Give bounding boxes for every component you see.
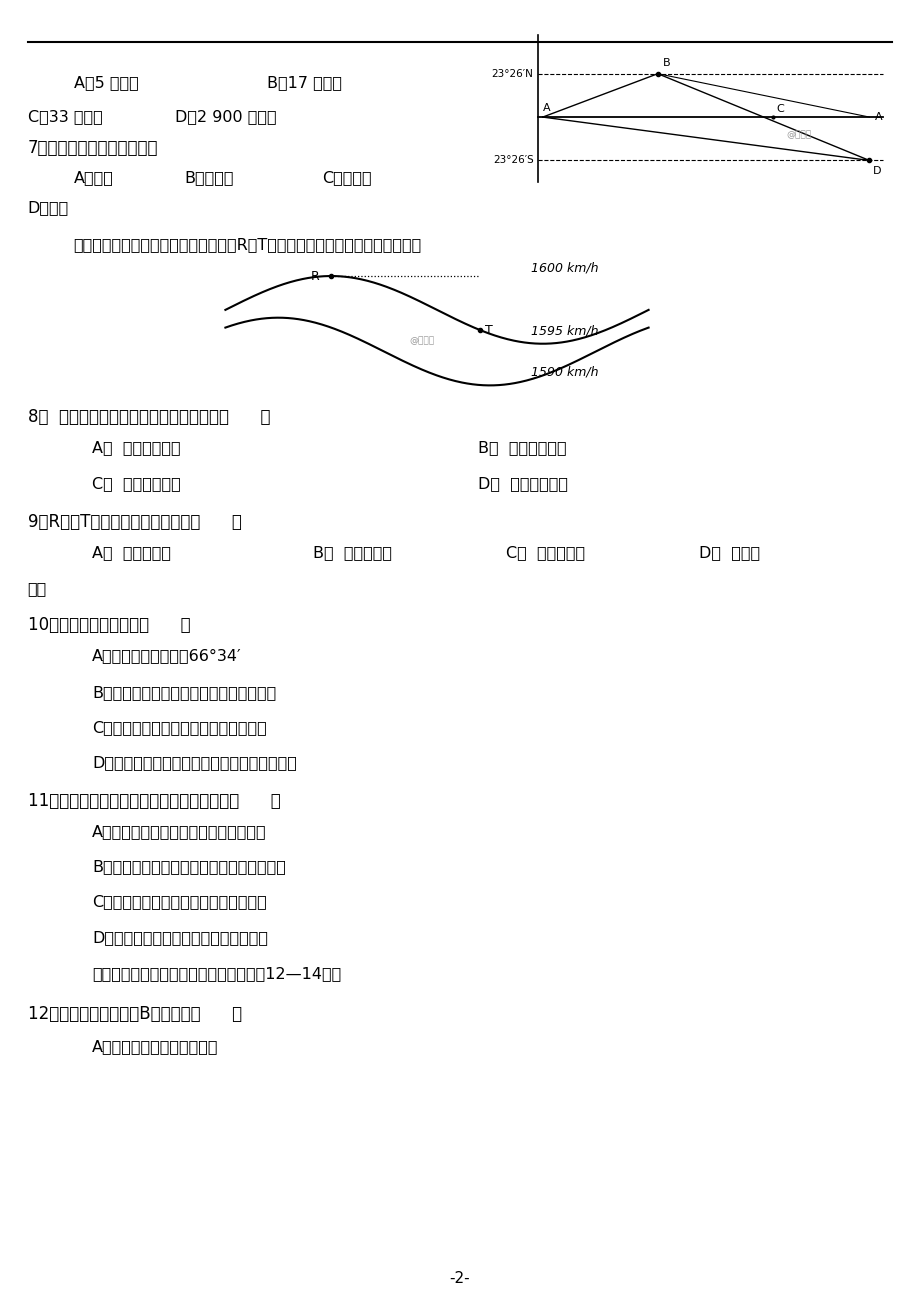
Text: B: B <box>662 59 669 69</box>
Text: C．  南半球中纬度: C． 南半球中纬度 <box>92 477 180 492</box>
Text: B．  山脉，盆地: B． 山脉，盆地 <box>312 546 391 561</box>
Text: D．2 900 千米处: D．2 900 千米处 <box>175 109 276 125</box>
Text: B．黄赤交角的大小在不同的年份变化很大: B．黄赤交角的大小在不同的年份变化很大 <box>92 685 276 700</box>
Text: @正确云: @正确云 <box>409 337 434 345</box>
Text: 7．一般认为岩浆的发源地为: 7．一般认为岩浆的发源地为 <box>28 139 158 158</box>
Text: C．软流层: C．软流层 <box>322 171 371 186</box>
Text: 盆地: 盆地 <box>28 581 47 596</box>
Text: C．  盆地，山脉: C． 盆地，山脉 <box>505 546 584 561</box>
Text: A．热带、寒带范围扩大，温带范围缩小: A．热带、寒带范围扩大，温带范围缩小 <box>92 824 267 840</box>
Text: 23°26′N: 23°26′N <box>491 69 533 78</box>
Text: 下图是「地球自转等线速度示意图」，R、T在同一纬线上。据此回答以下各题。: 下图是「地球自转等线速度示意图」，R、T在同一纬线上。据此回答以下各题。 <box>74 237 422 253</box>
Text: -2-: -2- <box>449 1271 470 1286</box>
Text: D．黄赤交角度数与南北回归线的度数是一致的: D．黄赤交角度数与南北回归线的度数是一致的 <box>92 755 297 771</box>
Text: 1600 km/h: 1600 km/h <box>530 262 597 275</box>
Text: C．33 千米处: C．33 千米处 <box>28 109 102 125</box>
Text: C: C <box>776 104 783 115</box>
Text: D．  北半球高纬度: D． 北半球高纬度 <box>478 477 568 492</box>
Text: B．下地幔: B．下地幔 <box>184 171 233 186</box>
Text: A．5 千米处: A．5 千米处 <box>74 76 138 91</box>
Text: 10．下列说法正确的是（      ）: 10．下列说法正确的是（ ） <box>28 616 190 634</box>
Text: A．亚洲大部分地区为冬半年: A．亚洲大部分地区为冬半年 <box>92 1039 219 1055</box>
Text: C．热带、温带范围扩大，寒带范围缩小: C．热带、温带范围扩大，寒带范围缩小 <box>92 894 267 910</box>
Text: T: T <box>485 323 493 336</box>
Text: B．  南半球低纬度: B． 南半球低纬度 <box>478 440 566 456</box>
Text: R: R <box>311 270 320 283</box>
Text: B．17 千米处: B．17 千米处 <box>267 76 342 91</box>
Text: 8．  该区域所在的半球位置和纬度位置是（      ）: 8． 该区域所在的半球位置和纬度位置是（ ） <box>28 408 270 426</box>
Text: C．地轴与黄道平面的交角就是黄赤交角: C．地轴与黄道平面的交角就是黄赤交角 <box>92 720 267 736</box>
Text: 23°26′S: 23°26′S <box>493 155 533 165</box>
Text: 1595 km/h: 1595 km/h <box>530 324 597 337</box>
Text: D．  谷地，: D． 谷地， <box>698 546 759 561</box>
Text: D．温带范围扩大，热带、寒带范围缩小: D．温带范围扩大，热带、寒带范围缩小 <box>92 930 267 945</box>
Text: B．寒带、温带、热带三带分界线的纬度增高: B．寒带、温带、热带三带分界线的纬度增高 <box>92 859 286 875</box>
Text: 12．当太阳直射点位于B点这一天（      ）: 12．当太阳直射点位于B点这一天（ ） <box>28 1005 242 1023</box>
Text: 读右面太阳直射点周年变化示意图，回答12—14题。: 读右面太阳直射点周年变化示意图，回答12—14题。 <box>92 966 341 982</box>
Text: @正确云: @正确云 <box>786 130 811 139</box>
Text: D．外核: D．外核 <box>28 201 69 216</box>
Text: 11．若黄赤交角变小时，下列说法正确的是（      ）: 11．若黄赤交角变小时，下列说法正确的是（ ） <box>28 792 280 810</box>
Text: A．  北半球中纬度: A． 北半球中纬度 <box>92 440 180 456</box>
Text: 9．R点，T点地形最有可能分别是（      ）: 9．R点，T点地形最有可能分别是（ ） <box>28 513 241 531</box>
Text: D: D <box>872 165 880 176</box>
Text: A．地壳: A．地壳 <box>74 171 113 186</box>
Text: A: A <box>874 112 881 122</box>
Text: 1590 km/h: 1590 km/h <box>530 366 597 379</box>
Text: A: A <box>542 103 550 113</box>
Text: A．目前的黄赤交角是66°34′: A．目前的黄赤交角是66°34′ <box>92 648 242 664</box>
Text: A．  丘陵，山脉: A． 丘陵，山脉 <box>92 546 171 561</box>
